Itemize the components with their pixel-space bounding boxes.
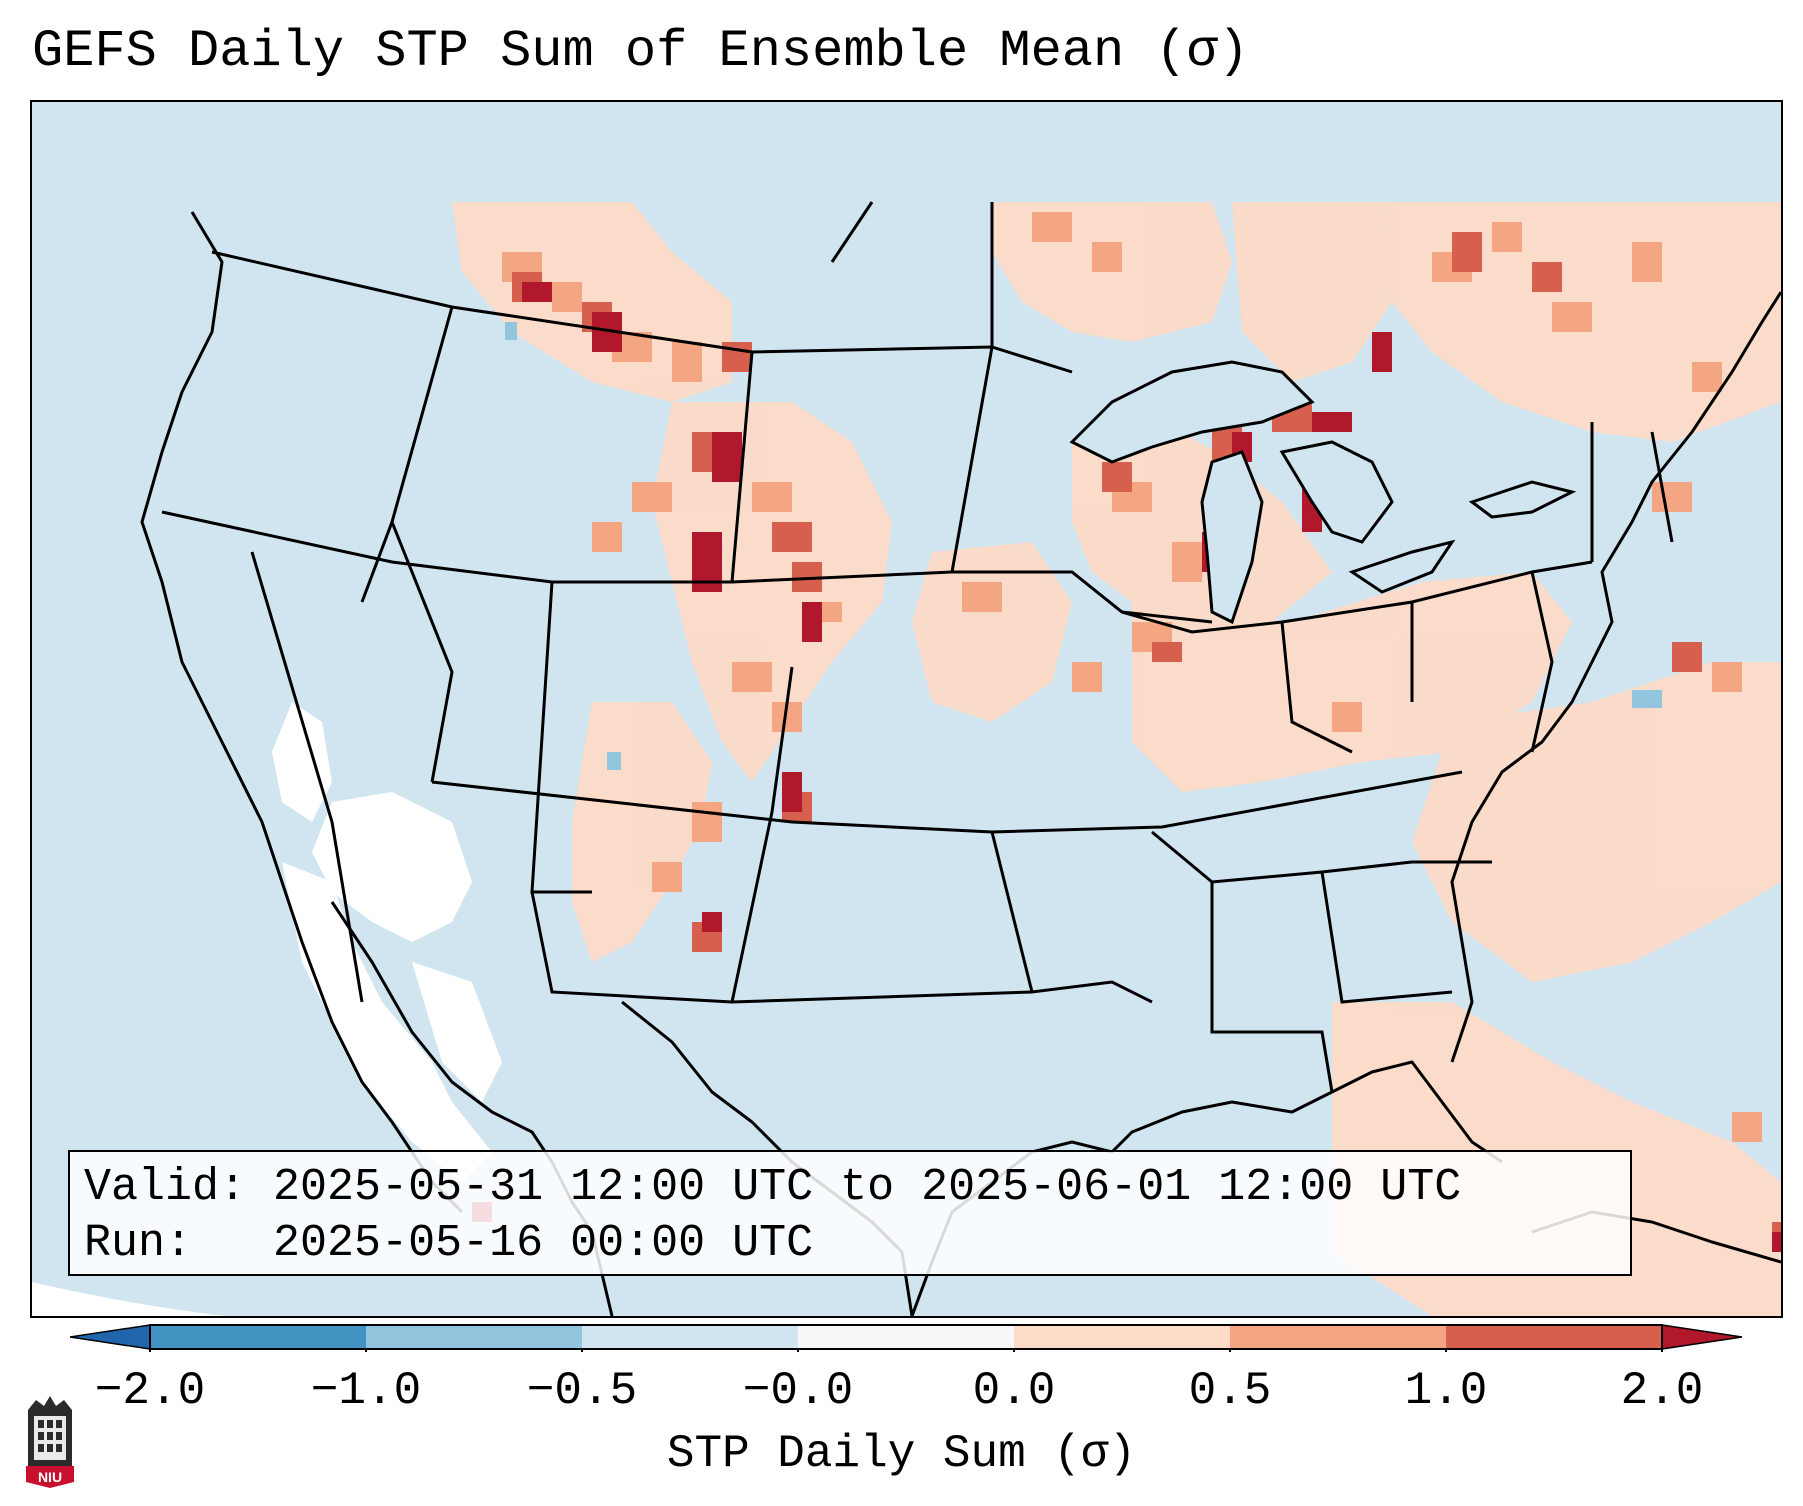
colorbar-tick-label: −0.0 — [742, 1365, 854, 1417]
valid-run-box: Valid: 2025-05-31 12:00 UTC to 2025-06-0… — [68, 1150, 1632, 1276]
niu-logo-icon: NIU — [26, 1396, 74, 1488]
colorbar-bin-6 — [1230, 1325, 1446, 1349]
colorbar-bin-4 — [798, 1325, 1014, 1349]
colorbar-tick-label: 1.0 — [1404, 1365, 1488, 1417]
great-lakes — [1069, 360, 1577, 625]
negative-cells — [505, 322, 1662, 770]
map-panel: Valid: 2025-05-31 12:00 UTC to 2025-06-0… — [30, 100, 1783, 1318]
colorbar-under-triangle — [70, 1324, 151, 1350]
colorbar — [70, 1324, 1743, 1352]
colorbar-tick-label: −0.5 — [526, 1365, 638, 1417]
chart-title: GEFS Daily STP Sum of Ensemble Mean (σ) — [32, 22, 1249, 81]
colorbar-tick-label: 0.0 — [972, 1365, 1056, 1417]
projection-edge — [32, 1282, 632, 1316]
run-label: Run: — [84, 1218, 193, 1269]
valid-label: Valid: — [84, 1162, 247, 1213]
near-zero-regions — [272, 702, 502, 1182]
colorbar-tick-marks — [149, 1349, 1663, 1352]
colorbar-tick-label: 2.0 — [1620, 1365, 1704, 1417]
colorbar-label: STP Daily Sum (σ) — [666, 1428, 1137, 1480]
colorbar-bin-2 — [366, 1325, 582, 1349]
colorbar-bin-1 — [150, 1325, 366, 1349]
weak-positive-regions — [452, 202, 1781, 1316]
colorbar-tick-label: −1.0 — [310, 1365, 422, 1417]
colorbar-bin-5 — [1014, 1325, 1230, 1349]
colorbar-bin-3 — [582, 1325, 798, 1349]
state-borders — [161, 201, 1674, 1093]
colorbar-over-triangle — [1661, 1324, 1743, 1350]
colorbar-tick-label: −2.0 — [94, 1365, 206, 1417]
logo-text: NIU — [38, 1469, 62, 1485]
colorbar-bin-7 — [1446, 1325, 1662, 1349]
valid-value: 2025-05-31 12:00 UTC to 2025-06-01 12:00… — [273, 1162, 1462, 1213]
run-value: 2025-05-16 00:00 UTC — [273, 1218, 814, 1269]
stp-map — [32, 102, 1781, 1316]
colorbar-tick-label: 0.5 — [1188, 1365, 1272, 1417]
